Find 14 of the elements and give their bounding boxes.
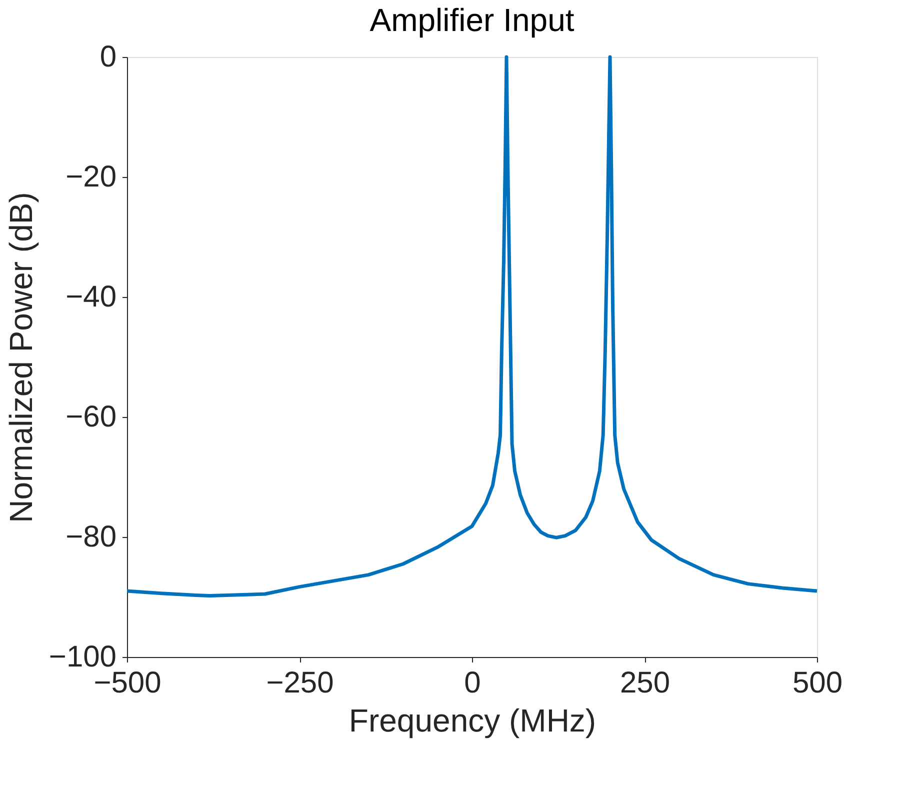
y-tick-label: −40 (66, 280, 116, 314)
y-tick-label: 0 (100, 40, 116, 74)
line-series (125, 55, 819, 598)
y-tick-label: −20 (66, 160, 116, 194)
x-tick-label: −500 (94, 666, 162, 700)
x-tick-label: 250 (620, 666, 670, 700)
y-tick-label: −60 (66, 400, 116, 434)
x-tick-label: −250 (266, 666, 334, 700)
y-tick-label: −80 (66, 520, 116, 554)
x-axis-title: Frequency (MHz) (348, 702, 596, 738)
y-axis-title: Normalized Power (dB) (2, 192, 39, 523)
x-tick-label: 500 (792, 666, 843, 700)
x-tick-label: 0 (464, 666, 481, 700)
chart-title: Amplifier Input (370, 2, 574, 38)
